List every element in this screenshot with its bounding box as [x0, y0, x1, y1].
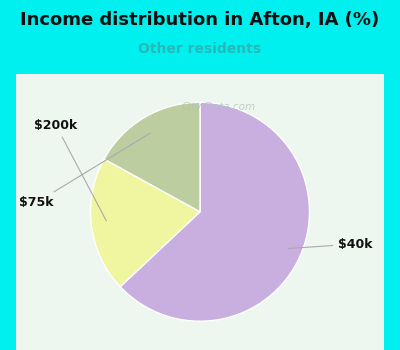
- Wedge shape: [120, 102, 310, 321]
- Text: $75k: $75k: [19, 133, 150, 209]
- Text: Other residents: Other residents: [138, 42, 262, 56]
- Wedge shape: [104, 102, 200, 212]
- Text: City-Data.com: City-Data.com: [181, 102, 256, 112]
- Wedge shape: [90, 159, 200, 287]
- Text: $40k: $40k: [288, 238, 373, 251]
- Text: Income distribution in Afton, IA (%): Income distribution in Afton, IA (%): [20, 10, 380, 28]
- Text: $200k: $200k: [34, 119, 106, 221]
